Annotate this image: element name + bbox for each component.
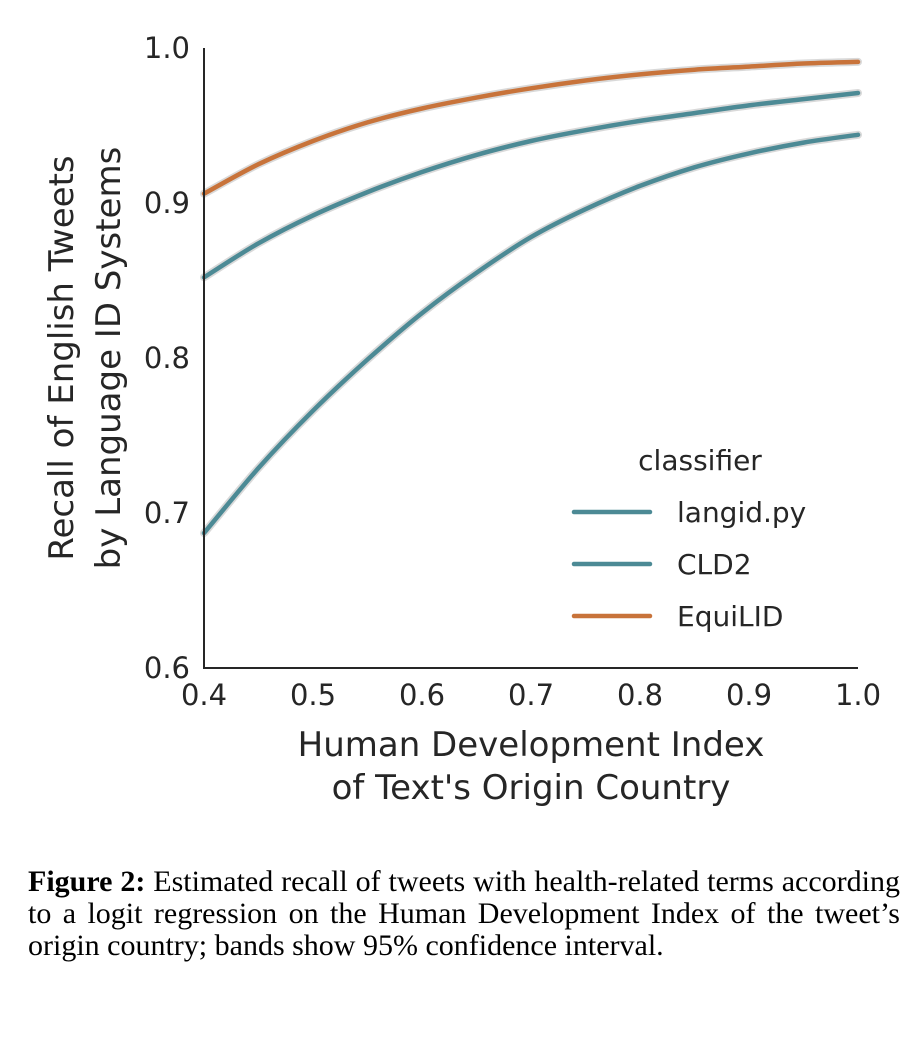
legend-title: classifier [638,444,762,477]
x-axis-title-line2: of Text's Origin Country [332,768,731,808]
legend-label: EquiLID [677,600,783,633]
x-tick-label: 0.5 [290,678,336,712]
confidence-band-2 [200,57,862,198]
legend-label: CLD2 [677,548,752,581]
y-tick-label: 1.0 [144,31,190,65]
caption-text: Estimated recall of tweets with health-r… [28,865,900,962]
x-tick-label: 0.6 [399,678,445,712]
y-tick-label: 0.8 [144,341,190,375]
x-tick-label: 0.7 [508,678,554,712]
figure-caption: Figure 2: Estimated recall of tweets wit… [28,866,900,962]
y-tick-label: 0.9 [144,186,190,220]
y-tick-labels: 0.6 0.7 0.8 0.9 1.0 [144,31,190,685]
y-tick-label: 0.6 [144,651,190,685]
series-line-1 [201,90,861,280]
chart: 0.4 0.5 0.6 0.7 0.8 0.9 1.0 0.6 0.7 0.8 0.9 1.0 Hu… [42,31,881,808]
y-tick-label: 0.7 [144,496,190,530]
x-tick-labels: 0.4 0.5 0.6 0.7 0.8 0.9 1.0 [181,678,881,712]
y-axis-title-line2: by Language ID Systems [89,147,129,570]
series-line-2 [201,59,861,196]
x-axis-title-line1: Human Development Index [298,725,765,765]
x-tick-label: 0.9 [726,678,772,712]
x-tick-label: 0.4 [181,678,227,712]
legend-label: langid.py [677,496,806,529]
y-axis-title-line1: Recall of English Tweets [42,155,82,560]
confidence-band-1 [200,89,862,282]
series-line-0 [201,132,861,536]
legend: classifier langid.py CLD2 EquiLID [571,444,806,633]
x-tick-label: 1.0 [835,678,881,712]
caption-label: Figure 2: [28,865,146,898]
series-lines [201,59,861,536]
x-tick-label: 0.8 [617,678,663,712]
